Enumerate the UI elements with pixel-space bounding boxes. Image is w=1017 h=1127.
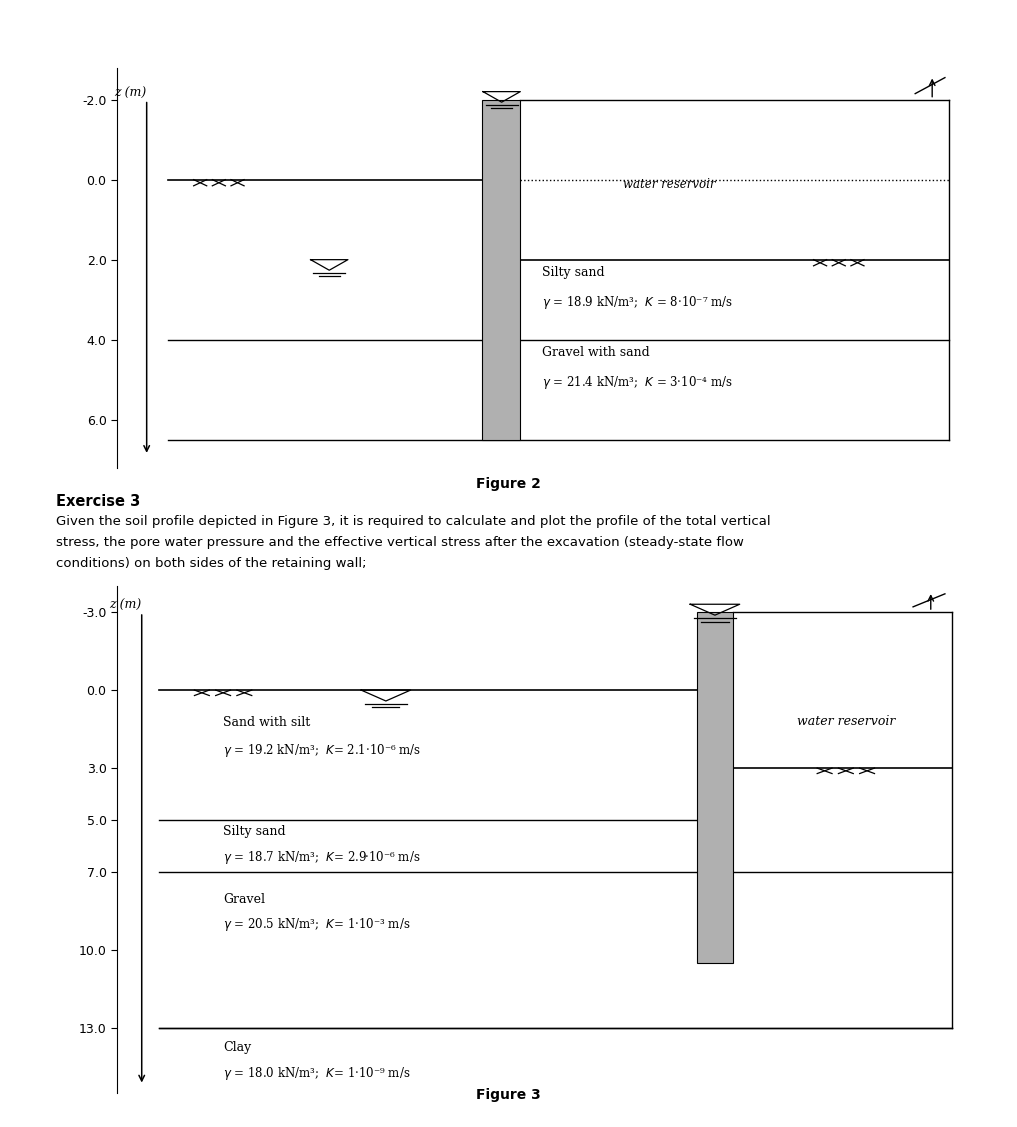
Bar [482,99,521,440]
Text: Figure 2: Figure 2 [476,477,541,490]
Text: z (m): z (m) [110,600,141,612]
Bar [698,612,732,964]
Text: $\gamma$ = 18.7 kN/m³;  $K$= 2.9·10⁻⁶ m/s: $\gamma$ = 18.7 kN/m³; $K$= 2.9·10⁻⁶ m/s [223,849,421,866]
Text: stress, the pore water pressure and the effective vertical stress after the exca: stress, the pore water pressure and the … [56,536,743,550]
Text: z (m): z (m) [115,87,146,99]
Text: Gravel: Gravel [223,893,265,906]
Text: conditions) on both sides of the retaining wall;: conditions) on both sides of the retaini… [56,557,366,570]
Text: $\gamma$ = 20.5 kN/m³;  $K$= 1·10⁻³ m/s: $\gamma$ = 20.5 kN/m³; $K$= 1·10⁻³ m/s [223,916,411,933]
Text: Sand with silt: Sand with silt [223,716,310,729]
Text: water reservoir: water reservoir [796,715,895,728]
Text: Silty sand: Silty sand [542,266,604,278]
Text: Figure 3: Figure 3 [476,1089,541,1102]
Text: water reservoir: water reservoir [622,178,715,190]
Text: $\gamma$ = 19.2 kN/m³;  $K$= 2.1·10⁻⁶ m/s: $\gamma$ = 19.2 kN/m³; $K$= 2.1·10⁻⁶ m/s [223,742,421,760]
Text: Gravel with sand: Gravel with sand [542,346,649,358]
Text: Exercise 3: Exercise 3 [56,494,140,508]
Text: Silty sand: Silty sand [223,825,286,838]
Text: Given the soil profile depicted in Figure 3, it is required to calculate and plo: Given the soil profile depicted in Figur… [56,515,771,529]
Text: Clay: Clay [223,1041,251,1054]
Text: $\gamma$ = 18.9 kN/m³;  $K$ = 8·10⁻⁷ m/s: $\gamma$ = 18.9 kN/m³; $K$ = 8·10⁻⁷ m/s [542,294,732,311]
Text: $\gamma$ = 21.4 kN/m³;  $K$ = 3·10⁻⁴ m/s: $\gamma$ = 21.4 kN/m³; $K$ = 3·10⁻⁴ m/s [542,374,732,391]
Text: $\gamma$ = 18.0 kN/m³;  $K$= 1·10⁻⁹ m/s: $\gamma$ = 18.0 kN/m³; $K$= 1·10⁻⁹ m/s [223,1065,411,1082]
